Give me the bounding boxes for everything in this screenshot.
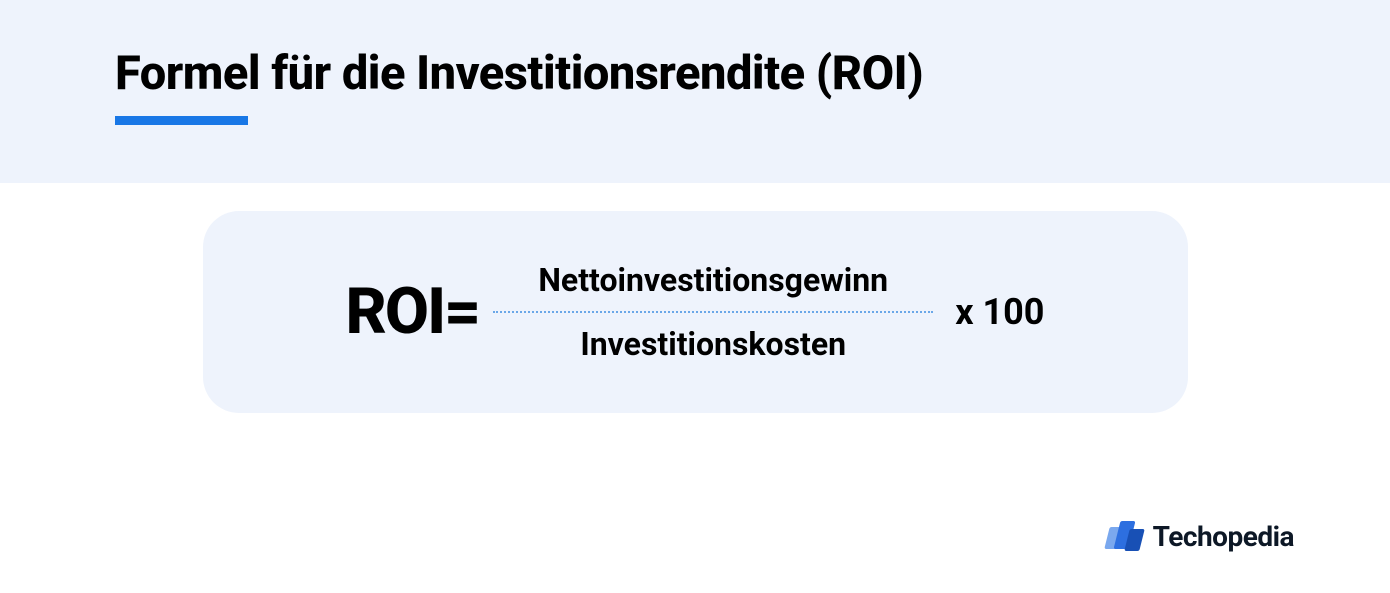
formula-card: ROI= Nettoinvestitionsgewinn Investition… bbox=[203, 211, 1188, 413]
formula-fraction: Nettoinvestitionsgewinn Investitionskost… bbox=[493, 255, 933, 369]
page-title: Formel für die Investitionsrendite (ROI) bbox=[115, 48, 1275, 100]
formula-denominator: Investitionskosten bbox=[576, 319, 850, 369]
fraction-line bbox=[493, 311, 933, 313]
formula-multiplier: x 100 bbox=[955, 291, 1044, 333]
header-band: Formel für die Investitionsrendite (ROI) bbox=[0, 0, 1390, 183]
brand-name: Techopedia bbox=[1153, 520, 1294, 553]
formula-numerator: Nettoinvestitionsgewinn bbox=[534, 255, 892, 305]
title-underline bbox=[115, 116, 248, 125]
formula-row: ROI= Nettoinvestitionsgewinn Investition… bbox=[346, 255, 1045, 369]
brand-attribution: Techopedia bbox=[1107, 520, 1294, 553]
brand-logo-icon bbox=[1107, 521, 1143, 553]
formula-lhs: ROI= bbox=[346, 274, 480, 349]
